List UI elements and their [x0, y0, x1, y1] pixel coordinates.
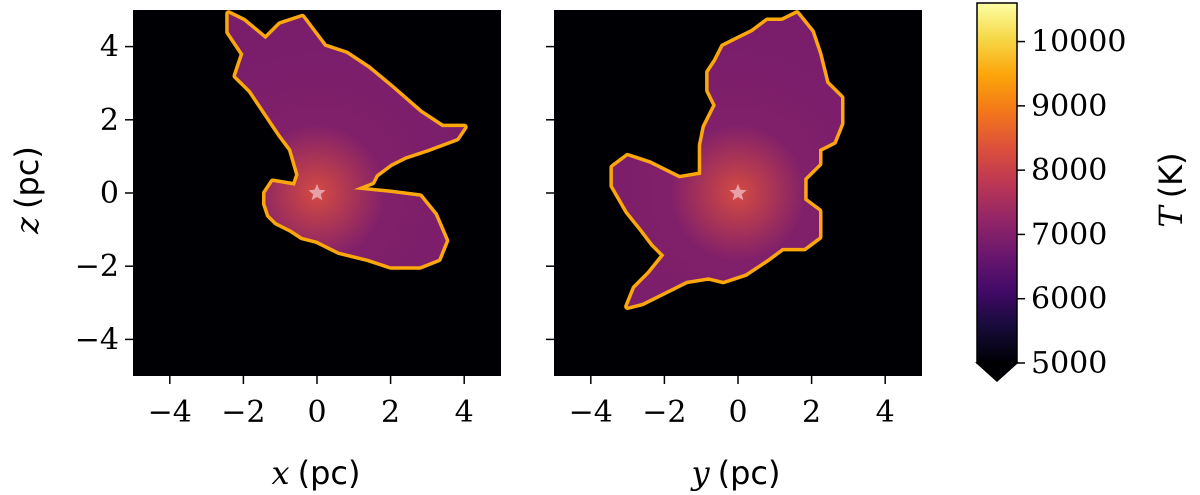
x-tick-label: 4: [455, 395, 474, 430]
x-tick-label: 2: [381, 395, 400, 430]
ionized-region: [228, 13, 465, 267]
x-tick-label: 2: [802, 395, 821, 430]
x-tick-label: −4: [148, 395, 192, 430]
x-tick-label: 4: [876, 395, 895, 430]
colorbar-tick-label: 5000: [1031, 346, 1107, 381]
y-tick-label: 2: [100, 103, 119, 138]
colorbar-tick-label: 6000: [1031, 282, 1107, 317]
colorbar-extend-min: [975, 362, 1019, 383]
colorbar-gradient: [975, 2, 1019, 383]
source-star-marker: [308, 184, 326, 201]
right-plot-area: [554, 10, 922, 376]
left-panel: −4 −2 0 2 4 −4 −2 0 2 4 x (pc) z(pc): [8, 10, 501, 492]
source-star-marker: [729, 184, 747, 201]
colorbar-label: T(K): [1152, 152, 1190, 227]
ionized-region: [612, 13, 841, 307]
colorbar-tick-label: 9000: [1031, 89, 1107, 124]
left-x-axis-label: x (pc): [272, 454, 361, 492]
colorbar-ticks: 5000 6000 7000 8000 9000 10000: [1017, 25, 1126, 381]
y-tick-label: −4: [75, 322, 119, 357]
right-y-ticks: [546, 45, 554, 341]
y-tick-label: 0: [100, 176, 119, 211]
y-tick-label: 4: [100, 30, 119, 65]
colorbar: 5000 6000 7000 8000 9000 10000 T(K): [975, 2, 1190, 383]
colorbar-tick-label: 8000: [1031, 153, 1107, 188]
y-tick-label: −2: [75, 249, 119, 284]
colorbar-bar: [976, 2, 1018, 364]
left-y-axis-label: z(pc): [8, 146, 46, 235]
x-tick-label: −4: [569, 395, 613, 430]
x-tick-label: 0: [728, 395, 747, 430]
right-x-ticks: −4 −2 0 2 4: [569, 376, 895, 430]
colorbar-tick-label: 10000: [1031, 25, 1126, 60]
x-tick-label: −2: [642, 395, 686, 430]
right-panel: −4 −2 0 2 4 y (pc): [546, 10, 922, 492]
x-tick-label: −2: [221, 395, 265, 430]
left-plot-area: [133, 10, 501, 376]
left-y-ticks: −4 −2 0 2 4: [75, 30, 133, 357]
x-tick-label: 0: [307, 395, 326, 430]
left-x-ticks: −4 −2 0 2 4: [148, 376, 474, 430]
right-x-axis-label: y (pc): [690, 454, 781, 492]
colorbar-tick-label: 7000: [1031, 217, 1107, 252]
